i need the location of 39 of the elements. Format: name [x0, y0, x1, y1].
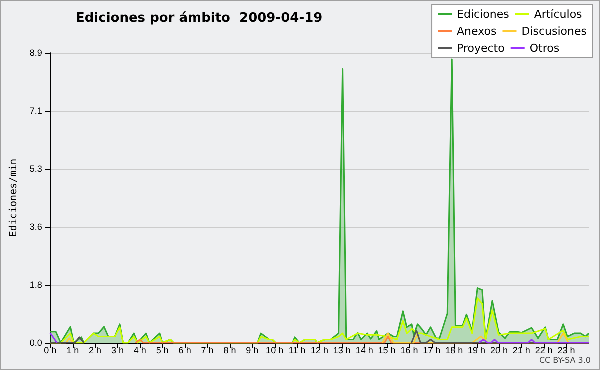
x-tick-label: 6 h [178, 346, 192, 356]
x-tick-label: 14 h [356, 346, 374, 356]
x-tick-label: 3 h [111, 346, 124, 356]
y-tick-label: 0.0 [30, 338, 42, 348]
x-tick-label: 10 h [266, 346, 284, 356]
x-tick-label: 11 h [288, 346, 306, 356]
x-tick-label: 19 h [468, 346, 486, 356]
y-tick-label: 8.9 [30, 48, 42, 58]
x-tick-label: 5 h [156, 346, 169, 356]
x-tick-label: 0 h [44, 346, 57, 356]
legend-label: Ediciones [457, 8, 510, 21]
x-tick-label: 15 h [378, 346, 396, 356]
x-tick-label: 17 h [423, 346, 441, 356]
y-tick-label: 3.6 [30, 222, 42, 232]
legend-label: Proyecto [457, 42, 506, 55]
text: CC BY-SA 3.0 [539, 356, 591, 365]
x-tick-label: 21 h [512, 346, 530, 356]
x-tick-label: 22 h [535, 346, 553, 356]
x-tick-label: 20 h [490, 346, 508, 356]
legend-label: Otros [530, 42, 560, 55]
x-tick-label: 18 h [446, 346, 464, 356]
chart-title: Ediciones por ámbito 2009-04-19 [76, 11, 323, 26]
x-tick-label: 4 h [134, 346, 146, 356]
y-tick-label: 7.1 [30, 106, 42, 116]
x-tick-label: 2 h [89, 346, 102, 356]
y-tick-label: 5.3 [30, 164, 42, 174]
x-tick-label: 16 h [400, 346, 418, 356]
x-tick-label: 13 h [333, 346, 351, 356]
x-tick-label: 12 h [310, 346, 328, 356]
x-tick-label: 1 h [66, 346, 80, 356]
legend-label: Discusiones [522, 25, 588, 38]
x-tick-label: 7 h [201, 346, 214, 356]
x-tick-label: 9 h [246, 346, 259, 356]
y-tick-label: 1.8 [30, 280, 42, 290]
y-axis-title: Ediciones/min [8, 158, 20, 238]
legend-label: Anexos [457, 25, 498, 38]
x-tick-label: 8 h [224, 346, 236, 356]
legend-label: Artículos [534, 8, 583, 21]
x-tick-label: 23 h [558, 346, 576, 356]
